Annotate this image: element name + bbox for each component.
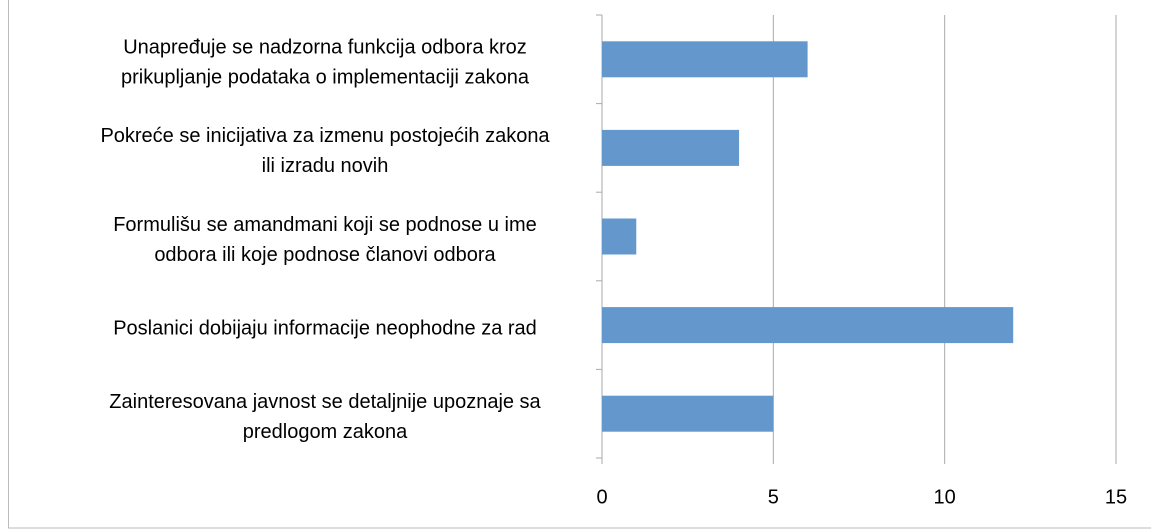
y-tick-label: Zainteresovana javnost se detaljnije upo… bbox=[109, 391, 541, 413]
chart-border bbox=[8, 0, 1151, 529]
bar bbox=[602, 307, 1014, 344]
y-tick-label: Unapređuje se nadzorna funkcija odbora k… bbox=[123, 37, 527, 59]
x-tick-label: 0 bbox=[596, 486, 607, 508]
x-tick-label: 10 bbox=[934, 486, 956, 508]
bar bbox=[602, 129, 740, 166]
bar bbox=[602, 218, 637, 255]
y-tick-label: Formulišu se amandmani koji se podnose u… bbox=[113, 214, 537, 236]
bar bbox=[602, 395, 774, 432]
y-tick-label: Pokreće se inicijativa za izmenu postoje… bbox=[100, 125, 550, 147]
bar bbox=[602, 41, 808, 78]
y-tick-label: ili izradu novih bbox=[262, 155, 389, 177]
y-tick-label: prikupljanje podataka o implementaciji z… bbox=[121, 67, 530, 89]
y-tick-label: odbora ili koje podnose članovi odbora bbox=[154, 244, 496, 266]
x-tick-label: 15 bbox=[1105, 486, 1127, 508]
x-tick-label: 5 bbox=[768, 486, 779, 508]
y-tick-label: Poslanici dobijaju informacije neophodne… bbox=[113, 317, 537, 339]
y-tick-label: predlogom zakona bbox=[243, 421, 408, 443]
